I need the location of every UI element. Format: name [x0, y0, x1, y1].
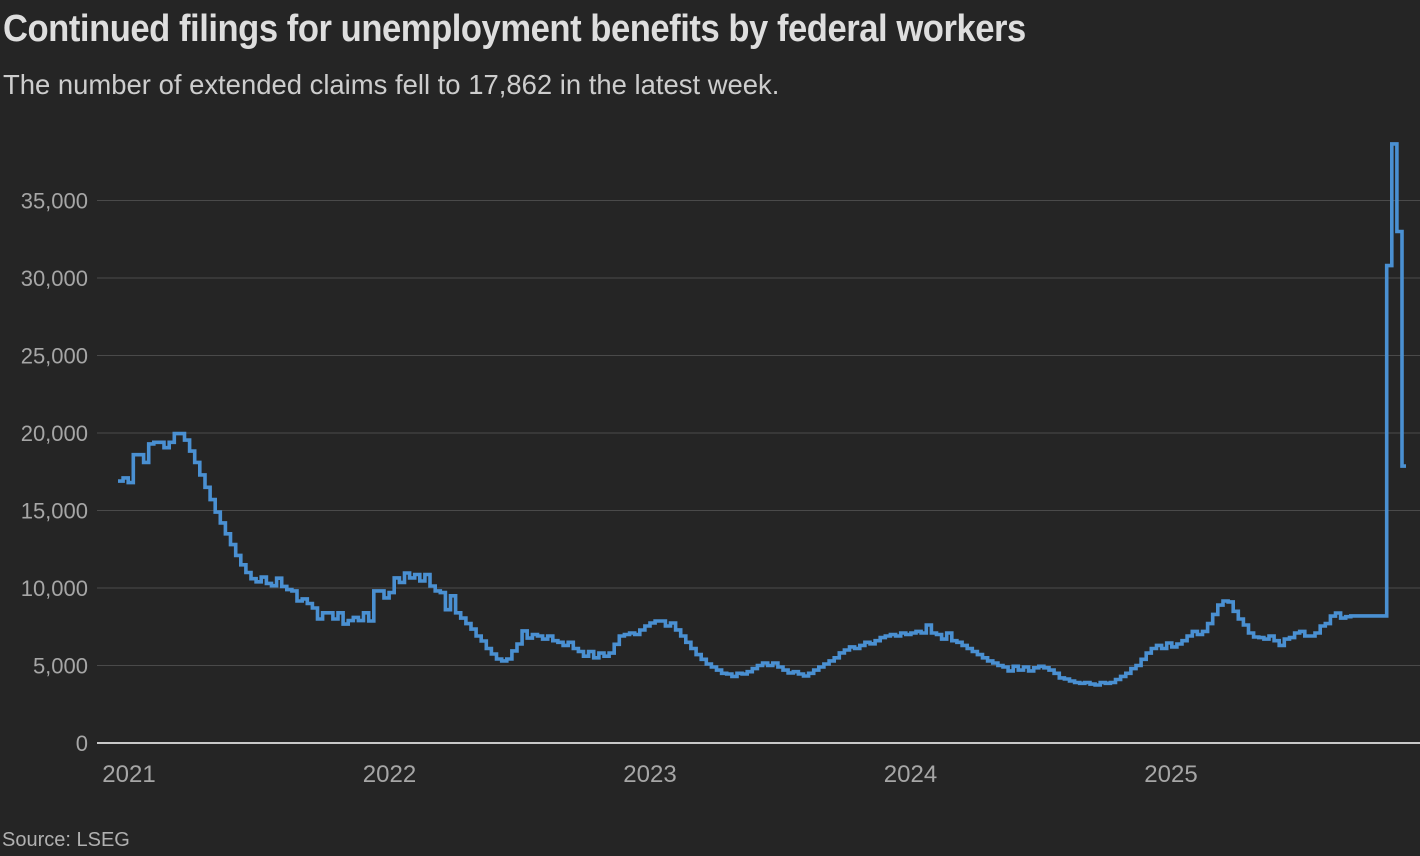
x-tick-label: 2024	[884, 761, 937, 788]
x-tick-label: 2022	[363, 761, 416, 788]
source-note: Source: LSEG	[2, 829, 130, 851]
chart-title: Continued filings for unemployment benef…	[3, 8, 1026, 50]
y-tick-label: 15,000	[21, 499, 88, 524]
x-tick-label: 2025	[1144, 761, 1197, 788]
y-tick-label: 30,000	[21, 266, 88, 291]
x-tick-label: 2023	[623, 761, 676, 788]
y-tick-label: 10,000	[21, 576, 88, 601]
series-line	[118, 142, 1406, 687]
y-tick-label: 5,000	[33, 654, 88, 679]
x-tick-label: 2021	[102, 761, 155, 788]
y-tick-label: 35,000	[21, 189, 88, 214]
y-tick-label: 0	[76, 731, 88, 756]
chart-svg: 0 5,000 10,000 15,000 20,000 25,000 30,000 35,0…	[21, 142, 1420, 788]
y-tick-label: 20,000	[21, 421, 88, 446]
line-chart: 0 5,000 10,000 15,000 20,000 25,000 30,000 35,0…	[0, 120, 1420, 826]
y-tick-label: 25,000	[21, 344, 88, 369]
chart-subtitle: The number of extended claims fell to 17…	[3, 69, 780, 100]
